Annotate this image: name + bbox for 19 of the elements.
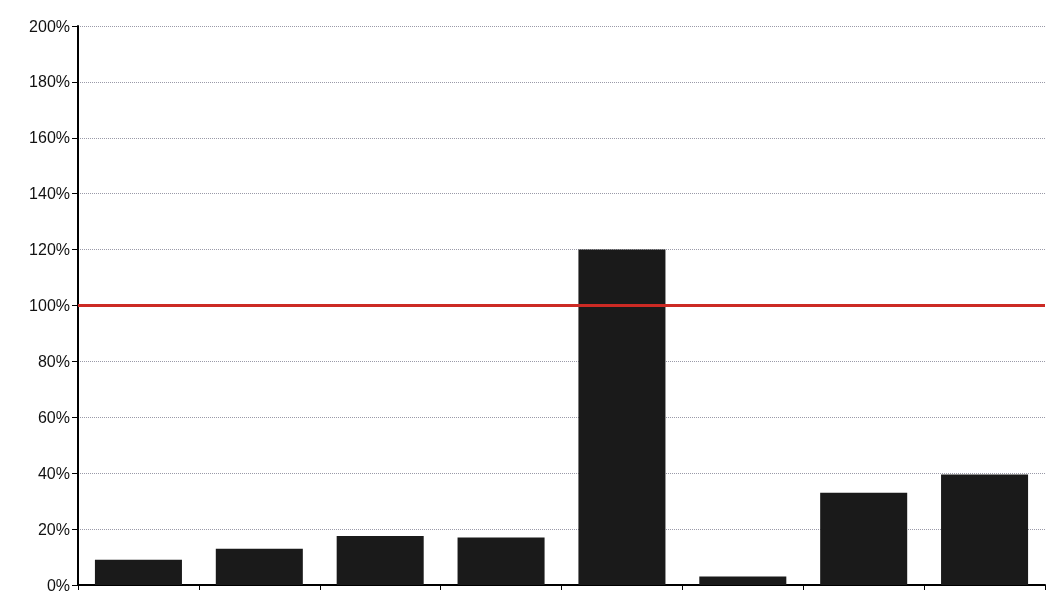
y-tick-label: 120%	[29, 241, 70, 259]
y-tick-label: 180%	[29, 73, 70, 91]
bar	[94, 559, 182, 585]
bar	[457, 537, 545, 585]
bar	[820, 492, 908, 585]
bar	[699, 576, 787, 585]
y-tick-label: 200%	[29, 17, 70, 35]
y-tick-label: 140%	[29, 185, 70, 203]
y-tick-label: 100%	[29, 297, 70, 314]
bar	[215, 548, 303, 585]
y-tick-label: 160%	[29, 129, 70, 147]
y-tick-label: 40%	[37, 464, 70, 482]
bar	[941, 474, 1029, 585]
y-tick-label: 0%	[46, 576, 70, 594]
y-tick-label: 20%	[37, 520, 70, 538]
bar	[578, 249, 666, 585]
y-tick-label: 80%	[37, 352, 70, 370]
bar	[336, 536, 424, 585]
y-tick-label: 60%	[37, 408, 70, 426]
